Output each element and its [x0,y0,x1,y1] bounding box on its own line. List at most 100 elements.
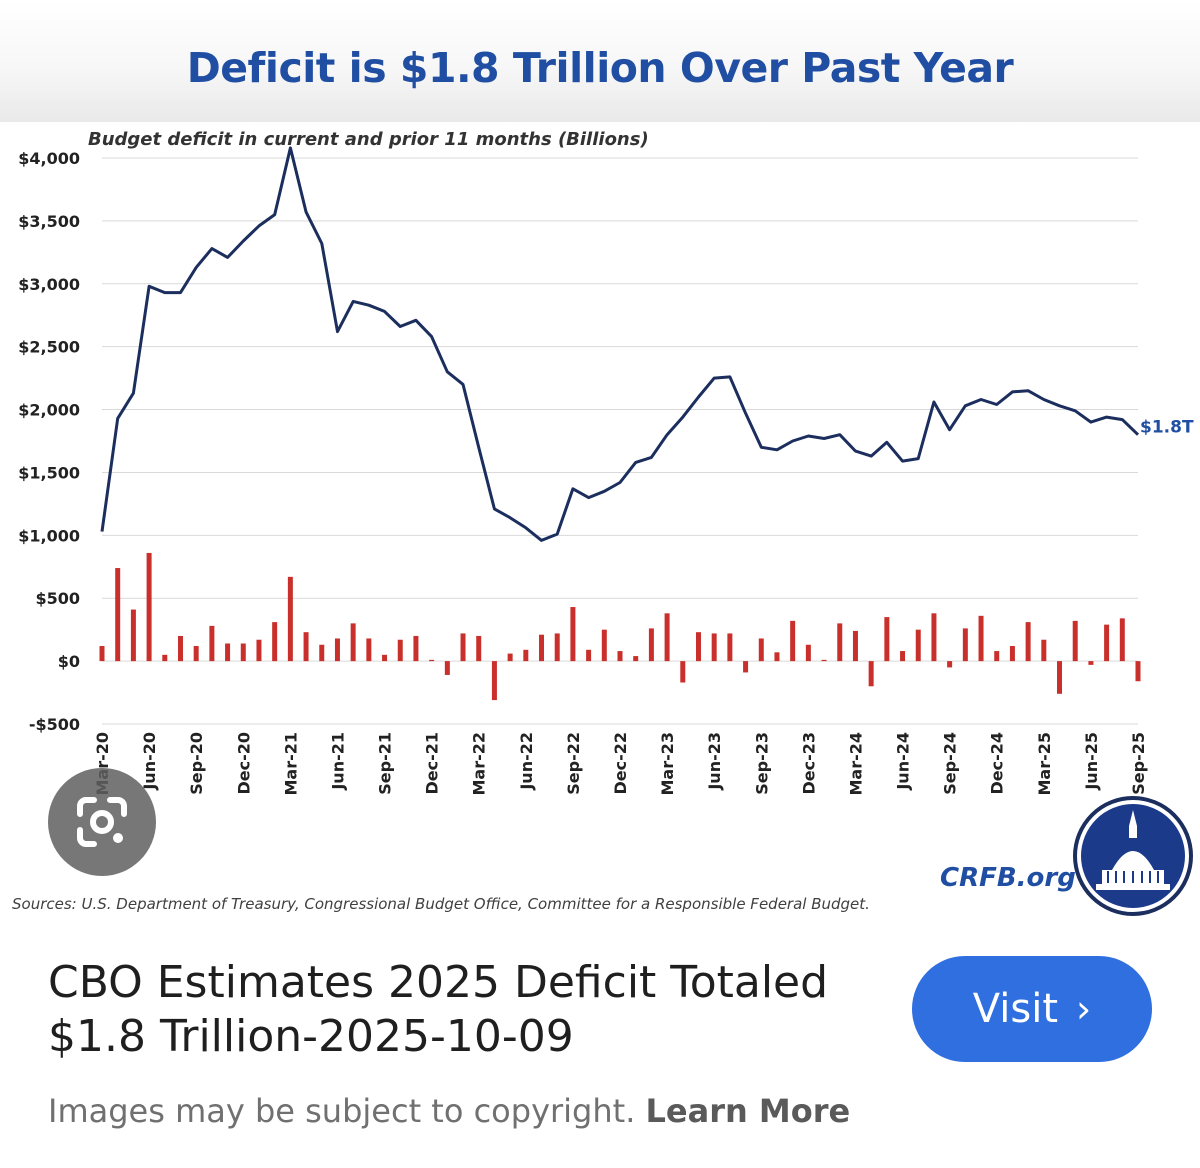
monthly-deficit-bar [978,615,984,662]
x-tick-label: Mar-22 [470,732,489,796]
monthly-deficit-bar [460,633,466,662]
copyright-notice: Images may be subject to copyright. Lear… [48,1092,850,1130]
monthly-deficit-bar [193,646,199,662]
chart-sources: Sources: U.S. Department of Treasury, Co… [12,895,870,913]
monthly-deficit-bar [962,628,968,662]
result-title-line-2: $1.8 Trillion-2025-10-09 [48,1011,574,1062]
monthly-deficit-bar [695,632,701,662]
monthly-deficit-bar [837,623,843,662]
chart-title-band [0,0,1200,122]
monthly-deficit-bar [429,659,435,662]
deficit-chart: Budget deficit in current and prior 11 m… [12,129,1194,916]
monthly-deficit-bar [852,630,858,662]
x-tick-label: Mar-21 [281,732,300,796]
monthly-deficit-bar [476,635,482,662]
y-tick-label: $0 [58,652,80,671]
monthly-deficit-bar [1135,661,1141,682]
monthly-deficit-bar [680,661,686,683]
lens-camera-icon [77,797,127,847]
monthly-deficit-bar [743,661,749,673]
y-tick-label: $3,500 [18,212,80,231]
monthly-deficit-bar [931,613,937,662]
monthly-deficit-bar [539,634,545,662]
monthly-deficit-bar [240,643,246,662]
monthly-deficit-bar [99,646,105,662]
monthly-deficit-bar [821,659,827,662]
chevron-right-icon: › [1076,987,1092,1031]
monthly-deficit-bar [334,638,340,662]
monthly-deficit-bar [1072,620,1078,662]
monthly-deficit-bar [130,609,136,662]
y-tick-label: $2,000 [18,401,80,420]
monthly-deficit-bar [1041,639,1047,662]
learn-more-link[interactable]: Learn More [645,1092,851,1130]
monthly-deficit-bar [1025,622,1031,662]
monthly-deficit-bar [397,639,403,662]
monthly-deficit-bar [162,654,168,662]
monthly-deficit-bar [366,638,372,662]
monthly-deficit-bar [272,622,278,662]
monthly-deficit-bar [491,661,497,701]
y-tick-label: $500 [35,589,80,608]
crfb-capitol-logo [1073,796,1193,916]
monthly-deficit-bar [1119,618,1125,662]
x-tick-label: Mar-25 [1035,732,1054,796]
monthly-deficit-bar [790,620,796,662]
monthly-deficit-bar [225,643,231,662]
rolling-deficit-line [100,146,1140,542]
monthly-deficit-bar [727,633,733,662]
y-tick-label: $1,000 [18,526,80,545]
monthly-deficit-bar [617,651,623,662]
x-tick-label: Sep-25 [1129,732,1148,795]
monthly-deficit-bar [1104,624,1110,662]
monthly-deficit-bar [256,639,262,662]
x-tick-label: Jun-21 [329,732,348,791]
x-tick-label: Dec-21 [423,732,442,795]
y-tick-label: $4,000 [18,149,80,168]
x-tick-label: Mar-23 [658,732,677,796]
x-tick-label: Sep-22 [564,732,583,795]
x-tick-label: Sep-21 [376,732,395,795]
monthly-deficit-bar [303,632,309,662]
monthly-deficit-bar [994,651,1000,662]
monthly-deficit-bar [209,625,215,662]
result-title[interactable]: CBO Estimates 2025 Deficit Totaled $1.8 … [48,956,888,1064]
monthly-deficit-bar [868,661,874,687]
x-tick-label: Sep-20 [187,732,206,795]
x-tick-label: Dec-24 [988,732,1007,795]
monthly-deficit-bar [711,633,717,662]
monthly-deficit-bar [413,635,419,662]
y-tick-label: $3,000 [18,275,80,294]
monthly-deficit-bar [633,656,639,662]
y-tick-label: $1,500 [18,463,80,482]
google-lens-button[interactable] [48,768,156,876]
x-tick-label: Dec-20 [234,732,253,795]
monthly-deficit-bar [115,568,121,662]
x-tick-label: Dec-23 [799,732,818,795]
monthly-deficit-bar [915,629,921,662]
monthly-deficit-bar [1088,661,1094,665]
monthly-deficit-bar [444,661,450,675]
x-tick-label: Mar-24 [847,732,866,796]
y-tick-label: $2,500 [18,338,80,357]
monthly-deficit-bar [586,649,592,662]
end-value-label: $1.8T [1140,418,1194,438]
monthly-deficit-bar [664,613,670,662]
chart-image[interactable]: Deficit is $1.8 Trillion Over Past Year … [0,0,1200,930]
x-tick-label: Sep-23 [752,732,771,795]
monthly-deficit-bar [884,617,890,662]
x-tick-label: Sep-24 [941,732,960,795]
monthly-deficit-bar [177,635,183,662]
monthly-deficit-bar [1057,661,1063,694]
visit-button[interactable]: Visit › [912,956,1152,1062]
x-tick-label: Jun-20 [140,732,159,791]
monthly-deficit-bar [382,654,388,662]
x-tick-label: Jun-23 [705,732,724,791]
x-tick-label: Jun-24 [894,732,913,791]
monthly-deficit-bar [758,638,764,662]
chart-title: Deficit is $1.8 Trillion Over Past Year [186,44,1014,92]
crfb-brand: CRFB.org [940,863,1076,893]
x-tick-label: Jun-22 [517,732,536,791]
x-tick-label: Dec-22 [611,732,630,795]
visit-label: Visit [972,986,1059,1032]
